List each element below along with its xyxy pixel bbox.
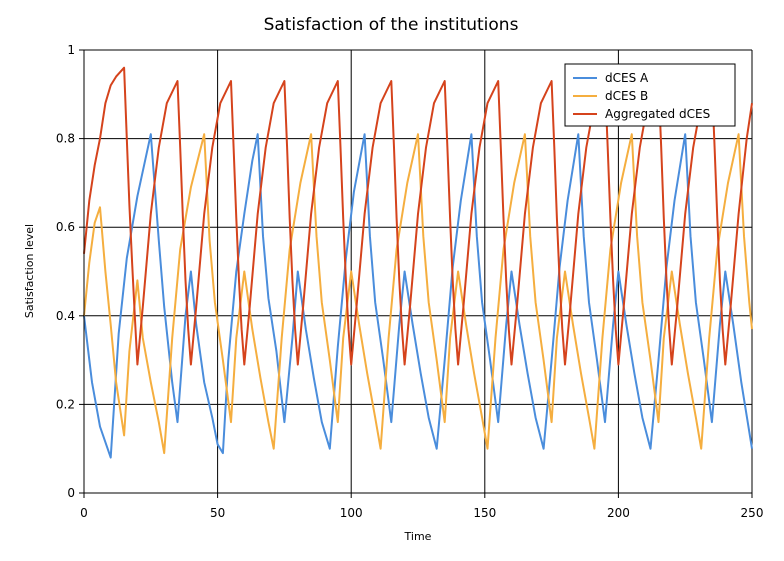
series-line-dces-b [83,133,753,455]
y-tick-label: 1 [67,43,75,57]
legend-label-dces-b: dCES B [605,89,648,103]
legend-label-dces-a: dCES A [605,71,649,85]
x-tick-label: 100 [340,506,363,520]
y-tick-label: 0 [67,486,75,500]
series-line-aggregated-dces [83,66,753,366]
x-tick-label: 250 [741,506,764,520]
legend: dCES A dCES B Aggregated dCES [564,63,736,127]
series-lines [83,66,753,459]
chart-title: Satisfaction of the institutions [264,15,519,35]
x-tick-label: 150 [473,506,496,520]
x-tick-label: 0 [80,506,88,520]
legend-label-aggregated-dces: Aggregated dCES [605,107,710,121]
axes: 0 0.2 0.4 0.6 0.8 1 0 50 100 150 200 250 [56,43,764,520]
y-tick-label: 0.2 [56,397,75,411]
x-axis-label: Time [404,530,432,543]
x-tick-label: 200 [607,506,630,520]
y-tick-label: 0.8 [56,132,75,146]
series-line-dces-a [83,133,753,459]
y-tick-label: 0.6 [56,220,75,234]
y-tick-label: 0.4 [56,309,75,323]
y-axis-label: Satisfaction level [23,224,36,318]
x-tick-label: 50 [210,506,225,520]
